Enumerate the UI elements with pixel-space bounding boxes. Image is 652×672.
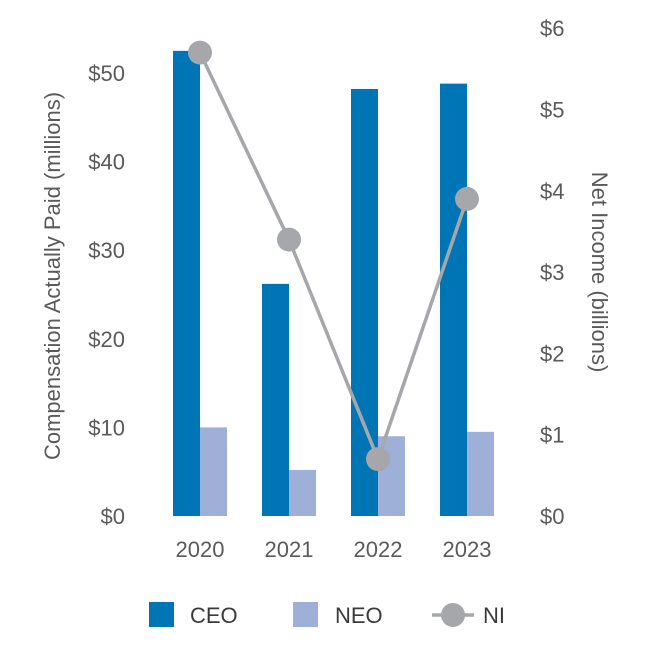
ceo-bar-2021	[262, 283, 289, 516]
y-tick-label: $30	[88, 238, 125, 263]
y-tick-label: $10	[88, 415, 125, 440]
ni-line-series	[188, 40, 479, 472]
y2-tick-label: $2	[540, 341, 564, 366]
legend-ceo-swatch	[149, 602, 174, 627]
ceo-bar-2023	[440, 83, 467, 516]
bars	[173, 50, 494, 516]
legend-ceo-label: CEO	[190, 603, 238, 628]
legend: CEO NEO NI	[149, 602, 505, 628]
ceo-bar-2020	[173, 50, 200, 516]
ni-point-2020	[188, 40, 212, 65]
y2-tick-label: $6	[540, 16, 564, 41]
y-tick-label: $50	[88, 61, 125, 86]
y2-tick-label: $3	[540, 260, 564, 285]
x-axis-ticks: 2020 2021 2022 2023	[176, 537, 492, 562]
ni-line	[198, 51, 469, 465]
legend-ni-marker	[441, 603, 465, 627]
neo-bar-2021	[289, 469, 316, 516]
neo-bar-2020	[200, 427, 227, 516]
x-tick-label: 2022	[354, 537, 403, 562]
ni-point-2021	[277, 227, 301, 252]
legend-neo-label: NEO	[335, 603, 383, 628]
ni-point-2023	[455, 186, 479, 211]
x-tick-label: 2021	[265, 537, 314, 562]
y-tick-label: $20	[88, 327, 125, 352]
legend-neo-swatch	[293, 602, 318, 627]
y-tick-label: $0	[101, 504, 125, 529]
neo-bar-2023	[467, 431, 494, 516]
y-axis-title: Compensation Actually Paid (millions)	[40, 92, 65, 460]
ni-point-2022	[366, 447, 390, 472]
x-tick-label: 2020	[176, 537, 225, 562]
y2-tick-label: $1	[540, 423, 564, 448]
y-axis-ticks: $0 $10 $20 $30 $40 $50	[88, 61, 125, 529]
x-tick-label: 2023	[443, 537, 492, 562]
y2-axis-title: Net Income (billions)	[587, 172, 612, 373]
y2-tick-label: $5	[540, 98, 564, 123]
y2-axis-ticks: $0 $1 $2 $3 $4 $5 $6	[540, 16, 564, 529]
y-tick-label: $40	[88, 150, 125, 175]
y2-tick-label: $4	[540, 179, 564, 204]
y2-tick-label: $0	[540, 504, 564, 529]
legend-ni-label: NI	[483, 603, 505, 628]
